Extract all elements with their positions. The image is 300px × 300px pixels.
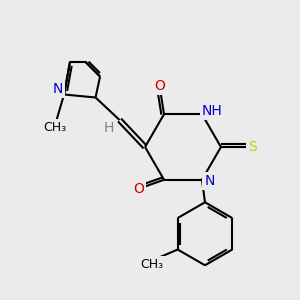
Text: CH₃: CH₃: [141, 258, 164, 271]
Text: NH: NH: [202, 104, 223, 118]
Text: N: N: [204, 174, 215, 188]
Text: CH₃: CH₃: [44, 121, 67, 134]
Text: S: S: [248, 140, 257, 154]
Text: H: H: [104, 121, 114, 134]
Text: N: N: [52, 82, 63, 96]
Text: O: O: [154, 79, 165, 93]
Text: O: O: [133, 182, 144, 196]
